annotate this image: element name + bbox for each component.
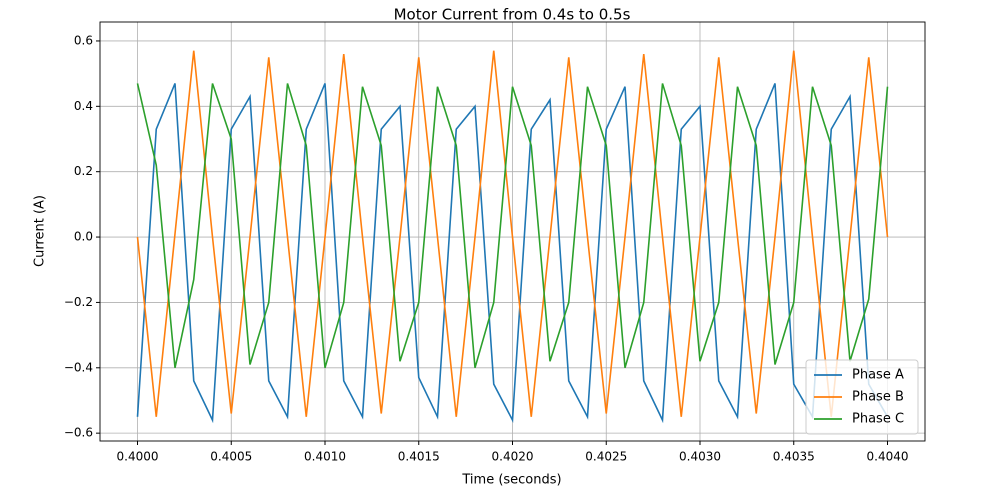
x-tick-label: 0.4020 [492,450,534,464]
x-tick-label: 0.4025 [585,450,627,464]
legend-label: Phase A [852,368,904,383]
y-tick-label: −0.4 [64,360,93,374]
x-axis-label: Time (seconds) [461,473,561,488]
x-tick-label: 0.4000 [117,450,159,464]
x-tick-label: 0.4030 [679,450,721,464]
x-tick-label: 0.4015 [398,450,440,464]
x-tick-label: 0.4035 [773,450,815,464]
x-tick-label: 0.4040 [867,450,909,464]
x-tick-label: 0.4010 [304,450,346,464]
y-axis-label: Current (A) [33,195,48,267]
series-line [136,50,889,417]
y-tick-label: −0.2 [64,295,93,309]
legend-label: Phase B [852,390,904,405]
series-line [136,83,889,369]
x-tick-label: 0.4005 [210,450,252,464]
y-tick-label: −0.6 [64,426,93,440]
y-tick-label: 0.4 [74,99,93,113]
legend-label: Phase C [852,412,904,427]
y-tick-label: 0.2 [74,164,93,178]
chart-title: Motor Current from 0.4s to 0.5s [394,6,631,24]
series-line [136,83,889,424]
legend-box [805,359,919,435]
plot-frame [99,21,926,442]
y-tick-label: 0.0 [74,230,93,244]
y-tick-label: 0.6 [74,33,93,47]
